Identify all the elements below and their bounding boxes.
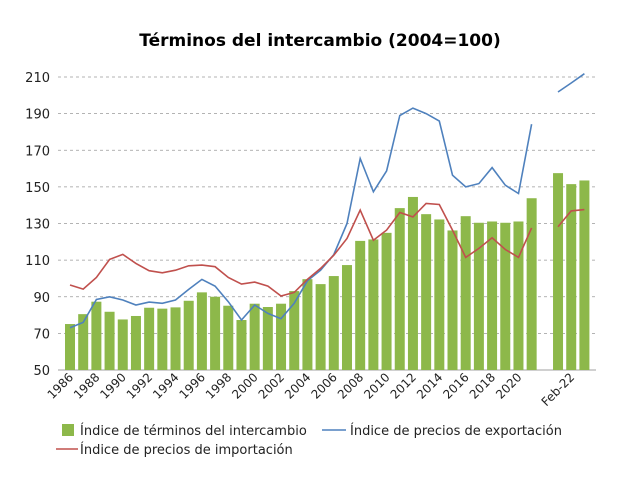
x-tick-label: 1994	[150, 370, 181, 401]
bar	[579, 180, 590, 370]
y-tick-label: 190	[25, 108, 50, 123]
bar	[130, 315, 141, 370]
x-tick-label: 2010	[361, 370, 392, 401]
x-tick-label: 1996	[177, 370, 208, 401]
bar	[473, 222, 484, 370]
x-tick-label: Feb-22	[539, 370, 578, 409]
y-tick-label: 210	[25, 71, 50, 86]
bar	[315, 284, 326, 370]
x-tick-label: 2016	[440, 370, 471, 401]
x-tick-label: 2000	[229, 370, 260, 401]
bar	[170, 307, 181, 370]
bar	[210, 296, 221, 370]
bar	[183, 300, 194, 370]
bar	[434, 219, 445, 370]
x-tick-label: 1990	[97, 370, 128, 401]
bar	[236, 320, 247, 370]
y-tick-label: 150	[25, 181, 50, 196]
y-tick-label: 110	[25, 254, 50, 269]
x-tick-label: 1988	[71, 370, 102, 401]
bar	[65, 324, 75, 370]
x-tick-label: 2012	[388, 370, 419, 401]
bar	[157, 308, 168, 370]
legend-swatch-terms	[62, 424, 74, 436]
x-tick-label: 2014	[414, 370, 445, 401]
bar	[302, 279, 313, 370]
bar	[249, 303, 260, 370]
export-price-line	[69, 107, 533, 329]
y-tick-label: 170	[25, 144, 50, 159]
x-tick-label: 1998	[203, 370, 234, 401]
chart-title: Términos del intercambio (2004=100)	[139, 31, 500, 51]
bar	[407, 196, 418, 370]
x-tick-label: 1992	[124, 370, 155, 401]
bar	[526, 198, 537, 370]
bar	[553, 173, 564, 370]
bar	[328, 276, 339, 370]
import-price-line	[557, 208, 585, 228]
export-price-line	[557, 73, 585, 93]
bar	[104, 311, 115, 370]
y-tick-label: 50	[33, 364, 50, 379]
bar	[262, 307, 273, 370]
y-tick-label: 70	[33, 327, 50, 342]
bar	[566, 184, 577, 370]
bar	[381, 232, 392, 370]
bar	[500, 222, 511, 370]
bar	[289, 291, 300, 370]
y-tick-label: 130	[25, 218, 50, 233]
bar	[355, 240, 366, 370]
bar	[91, 301, 102, 370]
bar	[223, 305, 234, 370]
bar	[341, 265, 352, 370]
bar	[447, 230, 458, 370]
bar	[276, 303, 287, 370]
bar	[117, 319, 128, 370]
legend-label-terms: Índice de términos del intercambio	[80, 423, 307, 439]
x-tick-label: 2006	[308, 370, 339, 401]
x-tick-label: 2004	[282, 370, 313, 401]
bar	[487, 221, 498, 370]
bar	[78, 314, 89, 370]
legend-label-imports: Índice de precios de importación	[80, 442, 293, 458]
bar	[460, 216, 471, 370]
x-tick-label: 2020	[493, 370, 524, 401]
x-tick-label: 2002	[256, 370, 287, 401]
legend-label-exports: Índice de precios de exportación	[350, 423, 562, 439]
bar	[368, 239, 379, 370]
y-tick-label: 90	[33, 291, 50, 306]
bar	[144, 307, 155, 370]
bar	[394, 208, 405, 370]
import-price-line	[69, 202, 533, 297]
bar	[196, 292, 207, 370]
x-tick-label: 2018	[467, 370, 498, 401]
x-tick-label: 2008	[335, 370, 366, 401]
bar	[421, 214, 432, 370]
bar	[513, 221, 524, 370]
legend: Índice de términos del intercambio Índic…	[56, 423, 562, 458]
